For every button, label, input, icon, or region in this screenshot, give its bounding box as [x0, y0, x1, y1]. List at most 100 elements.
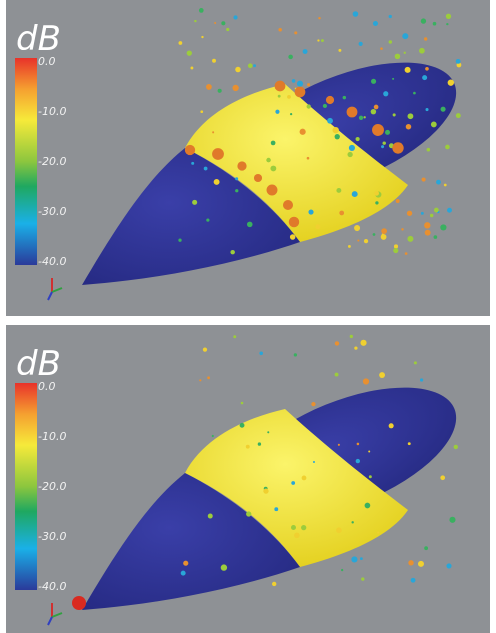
particle: [444, 184, 447, 187]
particle: [336, 527, 342, 533]
hot-particle: [295, 87, 306, 98]
particle: [422, 177, 426, 181]
hot-particle: [267, 185, 278, 196]
particle: [292, 79, 296, 83]
particle: [212, 59, 216, 63]
particle: [401, 228, 403, 230]
particle: [253, 64, 256, 67]
particle: [190, 67, 193, 70]
particle: [411, 578, 416, 583]
particle: [315, 224, 320, 229]
particle: [313, 461, 315, 463]
particle: [308, 209, 313, 214]
particle: [389, 15, 392, 18]
particle: [287, 95, 291, 99]
particle: [394, 244, 398, 248]
particle: [341, 569, 343, 571]
particle: [294, 353, 297, 356]
particle: [359, 116, 363, 120]
particle: [294, 533, 300, 539]
particle: [214, 179, 220, 185]
particle: [456, 113, 461, 118]
particle: [218, 89, 222, 93]
particle: [278, 28, 282, 32]
particle: [266, 158, 271, 163]
particle: [374, 191, 379, 196]
panel: dB0.0-10.0-20.0-30.0-40.0: [6, 0, 490, 316]
particle: [270, 166, 276, 172]
particle: [408, 113, 414, 119]
particle: [178, 239, 181, 242]
particle: [382, 141, 385, 144]
particle: [407, 236, 413, 242]
particle: [406, 124, 412, 130]
colorbar-tick: -10.0: [38, 430, 66, 443]
particle: [381, 228, 387, 234]
particle: [446, 563, 451, 568]
particle: [352, 191, 358, 197]
particle: [395, 54, 401, 60]
panel: dB0.0-10.0-20.0-30.0-40.0: [6, 325, 490, 633]
particle: [371, 109, 376, 114]
colorbar-tick: -30.0: [38, 530, 66, 543]
particle: [350, 335, 353, 338]
particle: [288, 55, 293, 60]
particle: [294, 31, 297, 34]
particle: [263, 488, 268, 493]
particle: [291, 525, 296, 530]
colorbar-unit: dB: [16, 19, 61, 59]
particle: [385, 130, 390, 135]
particle: [353, 11, 359, 17]
particle: [392, 78, 394, 80]
particle: [404, 52, 406, 54]
particle: [323, 104, 327, 108]
particle: [212, 131, 214, 133]
particle: [201, 36, 203, 38]
hot-particle: [326, 96, 334, 104]
particle: [365, 503, 371, 509]
particle: [241, 402, 244, 405]
particle: [300, 129, 306, 135]
colorbar-tick: -40.0: [38, 255, 66, 268]
particle: [441, 107, 446, 112]
particle: [194, 20, 196, 22]
particle: [436, 180, 441, 185]
particle: [356, 137, 360, 141]
particle: [248, 63, 253, 68]
particle: [408, 442, 411, 445]
particle: [380, 47, 383, 50]
particle: [290, 234, 296, 240]
particle: [207, 376, 210, 379]
particle: [424, 37, 427, 40]
particle: [418, 561, 424, 567]
hot-particle: [254, 174, 262, 182]
particle: [357, 239, 359, 241]
particle: [221, 564, 227, 570]
particle: [361, 577, 364, 580]
particle: [371, 79, 376, 84]
particle: [204, 167, 208, 171]
colorbar-tick: -10.0: [38, 105, 66, 118]
colorbar-tick: -40.0: [38, 580, 66, 593]
particle: [214, 22, 216, 24]
particle: [235, 67, 241, 73]
particle: [374, 105, 379, 110]
particle: [317, 39, 319, 41]
colorbar-tick: 0.0: [38, 55, 56, 68]
particle: [272, 582, 276, 586]
particle: [187, 51, 192, 56]
particle: [247, 222, 253, 228]
particle: [297, 81, 303, 87]
hot-particle: [72, 596, 86, 610]
particle: [393, 113, 396, 116]
colorbar-tick: -20.0: [38, 480, 66, 493]
particle: [278, 95, 281, 98]
particle: [440, 224, 446, 230]
colorbar-tick: -30.0: [38, 205, 66, 218]
particle: [274, 507, 278, 511]
particle: [405, 252, 408, 255]
hot-particle: [212, 148, 224, 160]
particle: [368, 450, 370, 452]
particle: [351, 521, 353, 523]
particle: [359, 42, 363, 46]
